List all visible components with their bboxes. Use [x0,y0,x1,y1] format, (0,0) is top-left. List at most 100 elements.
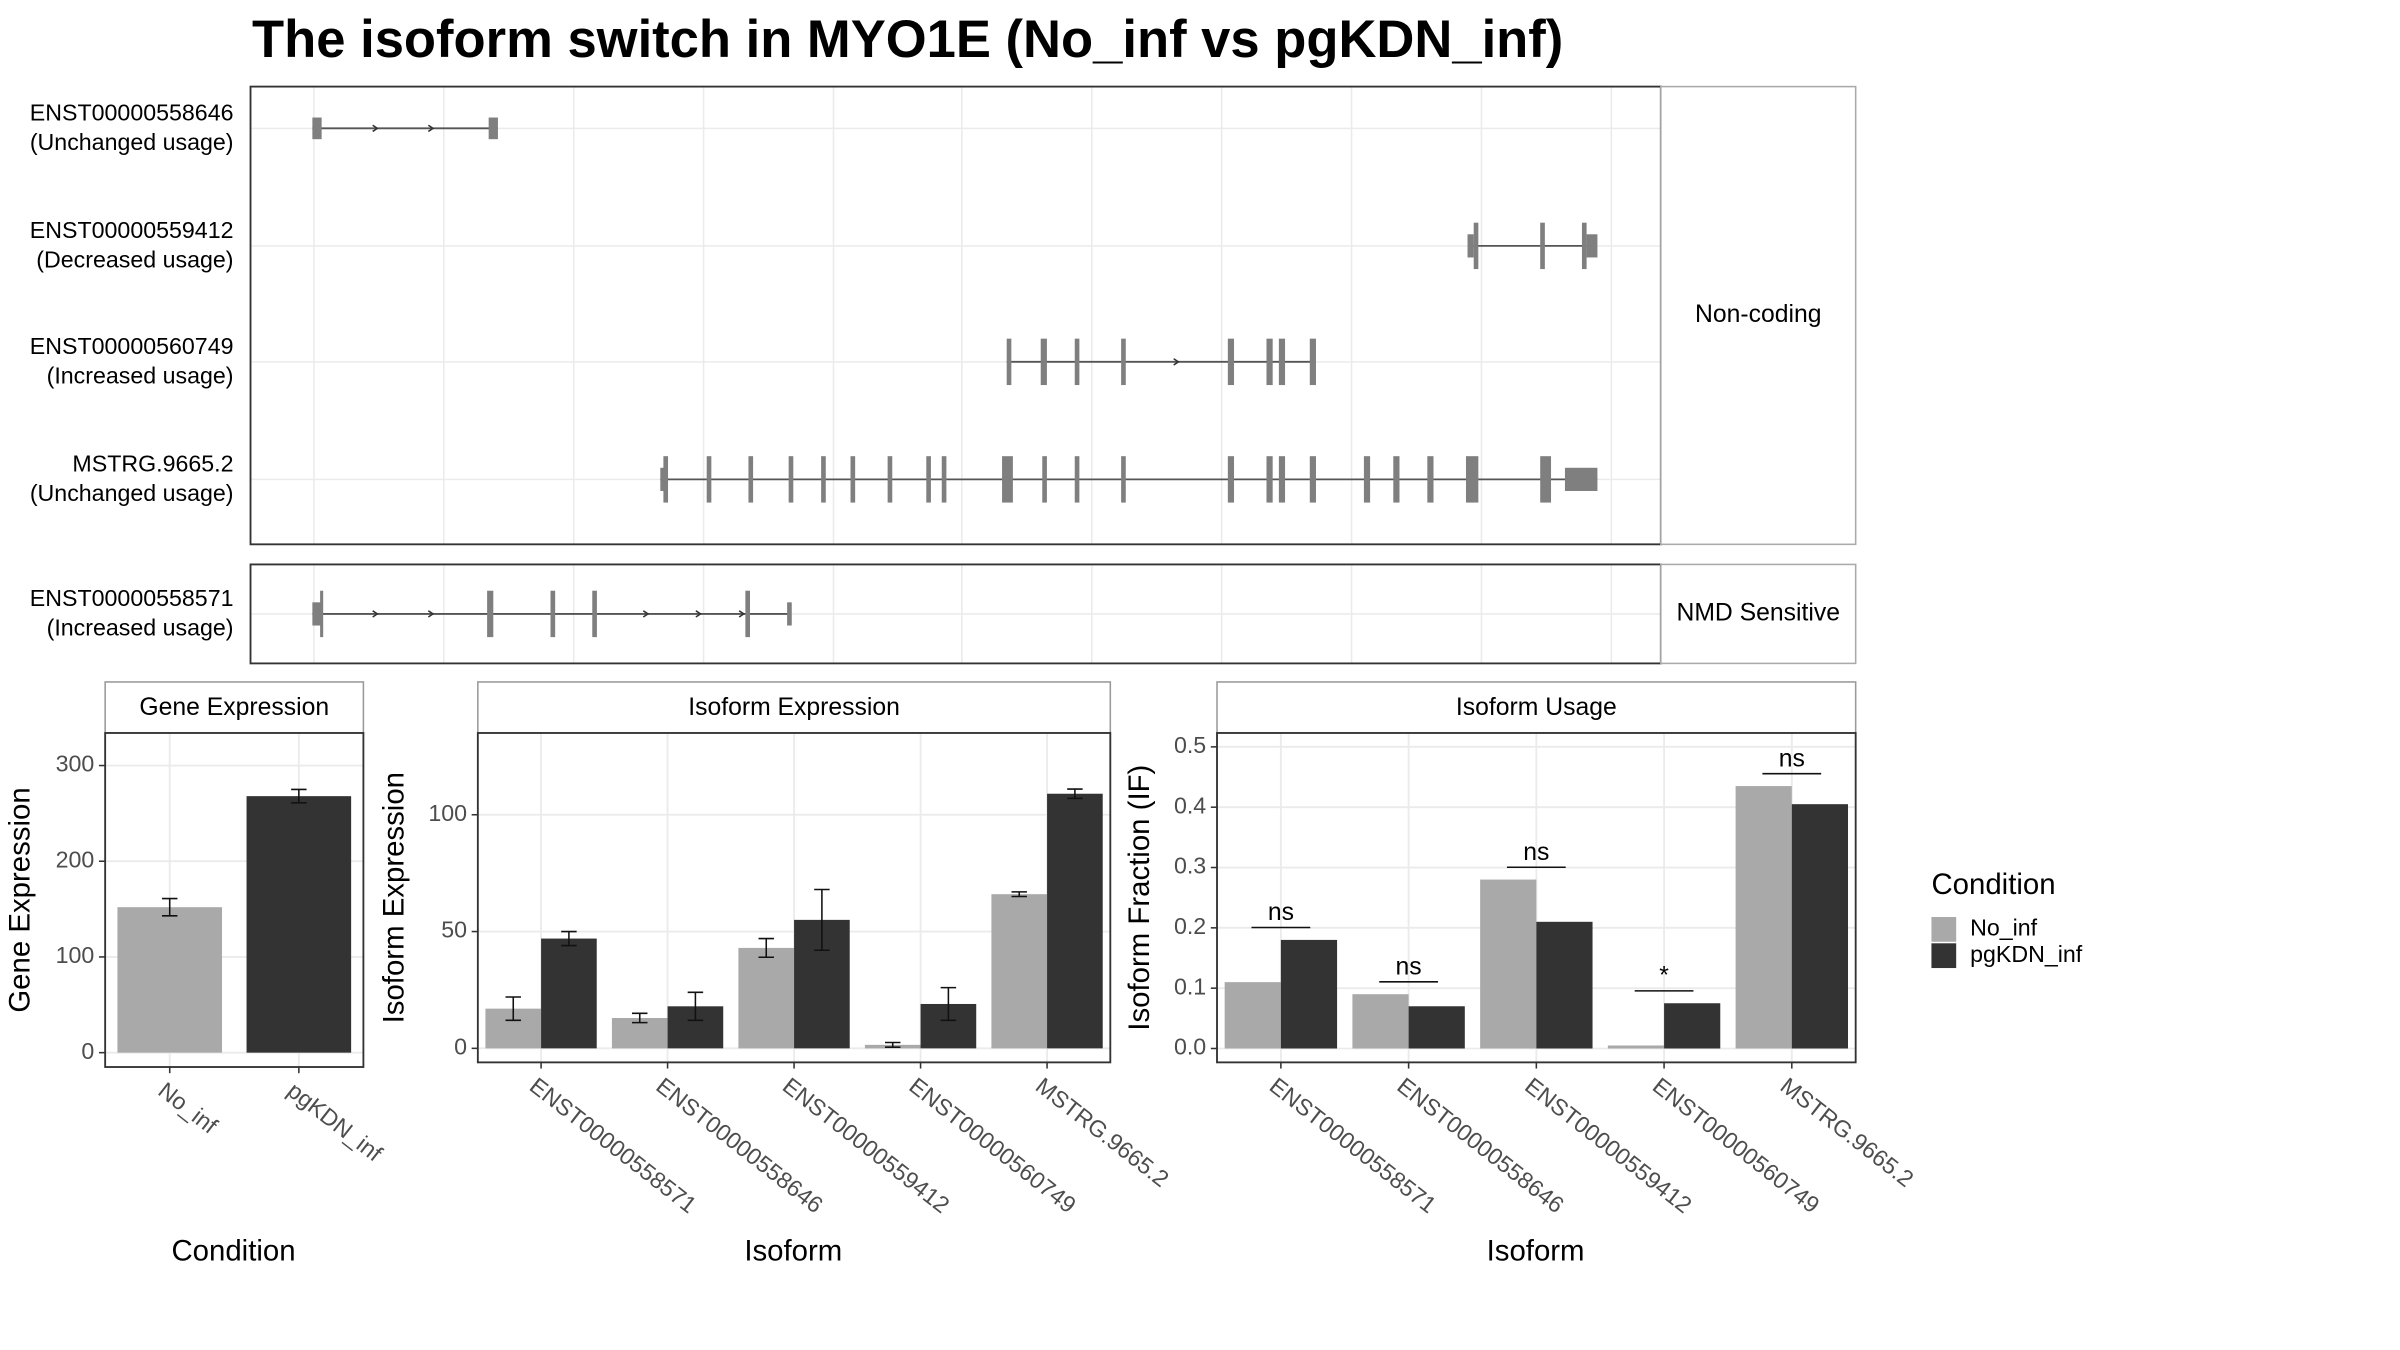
y-tick-label: 100 [428,800,467,826]
exon [745,590,750,638]
panel-title: Isoform Usage [1456,694,1617,721]
exon [1266,338,1273,386]
exon [821,456,826,503]
exon [663,456,669,503]
panel-title: Gene Expression [139,694,329,721]
error-bar [885,1041,901,1048]
strand-arrow [738,610,746,618]
bar [1791,804,1849,1049]
category-label: NMD Sensitive [1676,599,1840,626]
strand-arrow [695,610,702,618]
y-tick-label: 0.5 [1174,732,1206,758]
bar [738,947,795,1049]
error-bar [814,888,830,952]
exon [1564,467,1598,491]
exon [748,456,754,503]
exon [788,456,794,503]
exon [1427,456,1434,503]
x-axis-label: Isoform [1487,1234,1585,1267]
exon [312,117,322,140]
isoform-usage-label: (Decreased usage) [36,246,233,272]
plot-border [104,732,365,1068]
exon [1278,338,1286,386]
exon [706,456,712,503]
significance-label: ns [1779,745,1805,772]
panel-title: Isoform Expression [688,694,900,721]
exon [1121,456,1126,503]
error-bar [561,930,577,947]
y-tick-label: 0 [454,1033,467,1059]
exon [941,456,947,503]
isoform-usage-label: (Increased usage) [47,362,234,388]
category-strip [1660,563,1857,665]
exon [1309,456,1316,503]
bar [1352,994,1409,1049]
category-strip [1660,85,1857,546]
significance-label: ns [1523,839,1549,866]
exon [1074,456,1080,503]
exon [1266,456,1273,503]
isoform-id-label: MSTRG.9665.2 [72,451,233,477]
y-tick-label: 0.2 [1174,913,1206,939]
legend-label: No_inf [1970,915,2038,941]
exon [1363,456,1371,503]
legend-title: Condition [1931,868,2055,901]
isoform-id-label: ENST00000558571 [30,585,234,611]
error-bar [161,897,178,917]
exon [1473,222,1479,270]
bar [117,907,223,1053]
bar [991,894,1048,1049]
exon [1074,338,1080,386]
exon [592,590,597,638]
bar [1224,982,1281,1049]
bar [1408,1006,1465,1049]
bar [1664,1003,1721,1049]
isoform-id-label: ENST00000560749 [30,333,234,359]
strand-arrow [427,610,435,618]
y-tick-label: 300 [56,751,95,777]
bar [1536,921,1593,1049]
y-tick-label: 0 [81,1038,94,1064]
figure-title: The isoform switch in MYO1E (No_inf vs p… [252,10,1563,69]
legend-label: pgKDN_inf [1970,941,2083,967]
exon [488,117,498,140]
y-axis-label: Isoform Expression [378,772,411,1023]
exon [1467,234,1474,258]
strand-arrow [1173,358,1180,366]
exon [1309,338,1316,386]
isoform-usage-label: (Increased usage) [47,615,234,641]
error-bar [632,1012,648,1024]
significance-label: ns [1396,953,1422,980]
legend-key [1931,917,1957,942]
x-axis-label: Isoform [744,1234,842,1267]
isoform-usage-label: (Unchanged usage) [30,480,234,506]
exon [850,456,856,503]
exon [1586,234,1598,258]
exon [487,590,494,638]
y-tick-label: 0.4 [1174,792,1206,818]
exon [1393,456,1400,503]
exon [1006,338,1012,386]
exon [312,602,322,626]
bar [541,938,597,1049]
significance-label: * [1659,962,1669,989]
error-bar [940,986,957,1022]
y-axis-label: Gene Expression [3,787,36,1012]
y-tick-label: 100 [56,942,95,968]
strip [1216,681,1857,734]
bar [1047,793,1103,1049]
y-tick-label: 0.0 [1174,1034,1206,1060]
legend-key [1931,943,1957,969]
exon [320,590,324,638]
y-tick-label: 50 [441,917,467,943]
exon [887,456,893,503]
structure-panel-bg [250,86,1661,545]
exon [1121,338,1126,386]
exon [1227,456,1235,503]
error-bar [291,788,307,804]
strand-arrow [427,124,435,133]
exon [1278,456,1286,503]
x-axis-label: Condition [171,1234,295,1267]
exon [660,467,665,491]
